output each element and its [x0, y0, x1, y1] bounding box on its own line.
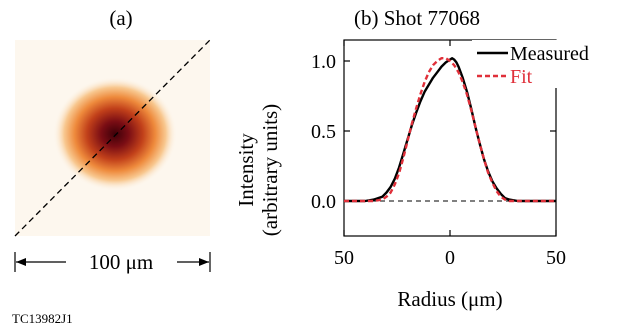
- axis-ticks: 50 0 50 0.0 0.5 1.0: [311, 40, 566, 269]
- x-tick-label: 50: [546, 247, 566, 269]
- legend-label-measured: Measured: [510, 43, 589, 65]
- figure-id: TC13982J1: [12, 311, 73, 326]
- series-line-measured: [344, 57, 556, 203]
- scale-bar-left-arrow: [16, 258, 26, 266]
- scale-bar-right-arrow: [199, 258, 209, 266]
- scale-bar-label: 100 μm: [89, 250, 153, 274]
- intensity-spot: [53, 77, 177, 191]
- spot-image: [14, 39, 211, 237]
- y-tick-label: 0.5: [311, 121, 336, 143]
- y-axis-label-line2: (arbitrary units): [258, 104, 282, 236]
- legend: Measured Fit: [472, 40, 612, 88]
- y-axis-label-line1: Intensity: [234, 133, 258, 207]
- panel-a-label: (a): [109, 6, 132, 30]
- series-line-fit: [344, 57, 556, 203]
- y-tick-label: 1.0: [311, 51, 336, 73]
- legend-label-fit: Fit: [510, 66, 533, 88]
- legend-background: [472, 40, 612, 88]
- x-tick-label: 0: [445, 247, 455, 269]
- y-axis-label: Intensity (arbitrary units): [234, 104, 282, 236]
- scale-bar: 100 μm: [14, 250, 211, 274]
- plot-area: 50 0 50 0.0 0.5 1.0: [311, 39, 566, 269]
- y-tick-label: 0.0: [311, 191, 336, 213]
- x-tick-label: 50: [334, 247, 354, 269]
- x-axis-label: Radius (μm): [397, 287, 502, 311]
- lineout-diagonal: [14, 39, 211, 237]
- chart-title: (b) Shot 77068: [354, 6, 480, 30]
- series-group: [344, 57, 556, 203]
